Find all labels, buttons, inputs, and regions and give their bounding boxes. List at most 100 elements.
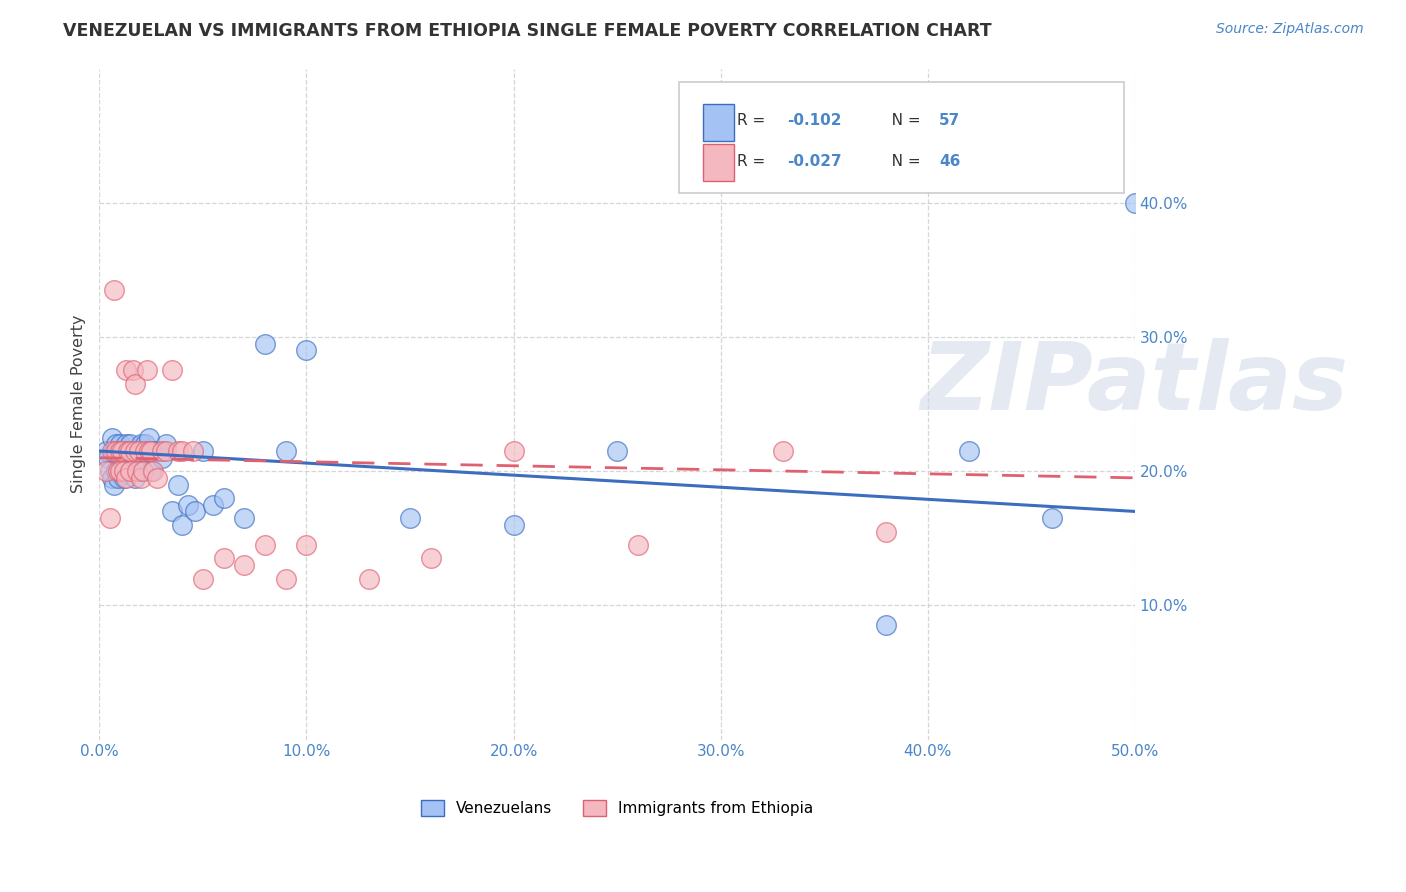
Point [101,431,124,445]
Point [150,444,173,458]
Point [357,572,380,586]
Point [103,477,125,491]
Text: ZIPatlas: ZIPatlas [921,338,1348,430]
Point [105,444,128,458]
Point [124,376,146,391]
Point [120,437,142,451]
Point [1123,195,1146,210]
Text: Source: ZipAtlas.com: Source: ZipAtlas.com [1216,22,1364,37]
Point [274,572,297,586]
Text: 57: 57 [939,113,960,128]
Point [105,437,128,451]
Point [129,464,152,478]
Point [111,450,134,465]
Point [502,444,524,458]
Point [98,464,121,478]
Point [150,450,173,465]
Point [136,444,159,458]
Point [254,538,277,552]
Point [115,444,138,458]
Point [177,498,200,512]
Legend: Venezuelans, Immigrants from Ethiopia: Venezuelans, Immigrants from Ethiopia [415,794,820,822]
Point [108,437,131,451]
Point [103,283,125,297]
Text: -0.027: -0.027 [787,153,842,169]
Point [191,572,214,586]
Point [772,444,794,458]
Text: N =: N = [877,113,925,128]
Point [112,464,135,478]
Point [254,336,277,351]
Point [274,444,297,458]
Point [142,464,165,478]
Point [115,471,138,485]
Point [875,618,897,632]
Point [125,450,148,465]
Point [105,464,128,478]
Point [132,444,155,458]
Point [1040,511,1063,525]
Point [957,444,980,458]
Point [167,477,190,491]
Point [117,444,139,458]
Point [111,444,134,458]
Point [128,444,150,458]
Point [627,538,650,552]
Point [101,444,124,458]
Point [146,444,169,458]
FancyBboxPatch shape [679,82,1125,193]
Point [124,444,146,458]
Point [181,444,204,458]
Point [98,511,121,525]
Point [107,444,129,458]
Point [212,491,235,505]
Point [138,444,160,458]
Point [107,464,129,478]
Point [134,437,156,451]
Point [125,464,148,478]
Point [103,444,125,458]
Point [167,444,190,458]
Point [155,444,177,458]
Point [172,517,194,532]
Point [108,458,131,472]
Point [502,517,524,532]
Point [107,471,129,485]
Point [94,444,117,458]
Point [129,471,152,485]
Point [160,363,183,377]
Point [108,464,131,478]
Bar [703,103,734,141]
Point [212,551,235,566]
Point [120,464,142,478]
Point [112,471,135,485]
Point [136,363,159,377]
Point [120,444,142,458]
Point [112,444,135,458]
Point [94,464,117,478]
Text: R =: R = [737,153,770,169]
Point [115,363,138,377]
Point [191,444,214,458]
Point [399,511,422,525]
Point [141,444,163,458]
Text: VENEZUELAN VS IMMIGRANTS FROM ETHIOPIA SINGLE FEMALE POVERTY CORRELATION CHART: VENEZUELAN VS IMMIGRANTS FROM ETHIOPIA S… [63,22,991,40]
Point [121,363,143,377]
Point [101,471,124,485]
Point [97,450,120,465]
Point [172,444,194,458]
Point [606,444,628,458]
Point [117,444,139,458]
Point [233,511,256,525]
Point [875,524,897,539]
Point [129,437,152,451]
Point [134,444,156,458]
Point [233,558,256,573]
Point [155,437,177,451]
Point [124,444,146,458]
Y-axis label: Single Female Poverty: Single Female Poverty [72,315,86,493]
Point [295,538,318,552]
Point [128,444,150,458]
Point [295,343,318,358]
Point [115,437,138,451]
